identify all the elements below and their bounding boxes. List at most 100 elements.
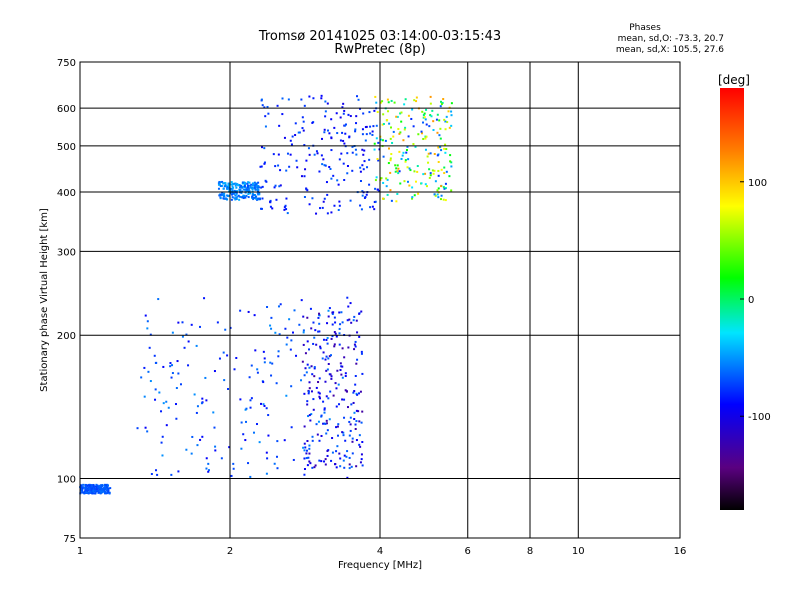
data-point: [330, 137, 333, 140]
data-point: [91, 491, 94, 494]
data-point: [308, 387, 311, 390]
data-point: [384, 139, 387, 142]
data-point: [94, 490, 97, 493]
data-point: [260, 146, 263, 149]
data-point: [100, 491, 103, 494]
data-point: [269, 361, 272, 364]
data-point: [395, 115, 398, 118]
data-point: [238, 184, 241, 187]
data-point: [449, 154, 452, 157]
data-point: [443, 166, 446, 169]
data-point: [440, 194, 443, 197]
data-point: [248, 181, 251, 184]
data-point: [377, 141, 380, 144]
data-point: [389, 189, 392, 192]
data-point: [156, 473, 159, 476]
data-point: [320, 137, 323, 140]
data-point: [225, 185, 228, 188]
data-point: [407, 114, 410, 117]
data-point: [232, 186, 235, 189]
data-point: [420, 130, 423, 133]
data-point: [318, 392, 321, 395]
data-point: [287, 98, 290, 101]
data-point: [355, 392, 358, 395]
data-point: [324, 100, 327, 103]
data-point: [385, 185, 388, 188]
data-point: [338, 452, 341, 455]
data-point: [393, 101, 396, 104]
data-point: [310, 327, 313, 330]
data-point: [351, 452, 354, 455]
data-point: [298, 323, 301, 326]
data-point: [143, 395, 146, 398]
data-point: [360, 352, 363, 355]
data-point: [146, 320, 149, 323]
data-point: [244, 196, 247, 199]
data-point: [220, 457, 223, 460]
data-point: [312, 321, 315, 324]
data-point: [263, 162, 266, 165]
data-point: [230, 181, 233, 184]
data-point: [397, 172, 400, 175]
data-point: [355, 115, 358, 118]
data-point: [326, 322, 329, 325]
data-point: [239, 309, 242, 312]
data-point: [365, 133, 368, 136]
data-point: [226, 185, 229, 188]
data-point: [318, 439, 321, 442]
data-point: [413, 170, 416, 173]
data-point: [415, 100, 418, 103]
data-point: [238, 189, 241, 192]
data-point: [359, 166, 362, 169]
data-point: [353, 418, 356, 421]
data-point: [425, 185, 428, 188]
data-point: [300, 98, 303, 101]
data-point: [422, 137, 425, 140]
data-point: [411, 196, 414, 199]
data-point: [334, 463, 337, 466]
data-point: [288, 165, 291, 168]
data-point: [429, 152, 432, 155]
data-point: [169, 365, 172, 368]
data-point: [228, 194, 231, 197]
data-point: [336, 369, 339, 372]
data-point: [97, 486, 100, 489]
data-point: [354, 423, 357, 426]
data-point: [222, 195, 225, 198]
data-point: [390, 126, 393, 129]
data-point: [358, 420, 361, 423]
data-point: [217, 187, 220, 190]
data-point: [248, 376, 251, 379]
data-point: [300, 379, 303, 382]
data-point: [251, 186, 254, 189]
data-point: [322, 400, 325, 403]
data-point: [444, 151, 447, 154]
data-point: [437, 169, 440, 172]
data-point: [422, 116, 425, 119]
data-point: [355, 122, 358, 125]
data-point: [342, 102, 345, 105]
data-point: [342, 112, 345, 115]
data-point: [336, 434, 339, 437]
data-point: [343, 109, 346, 112]
data-point: [100, 486, 103, 489]
data-point: [267, 112, 270, 115]
data-point: [155, 469, 158, 472]
data-point: [342, 434, 345, 437]
data-point: [347, 113, 350, 116]
data-point: [196, 405, 199, 408]
data-point: [335, 466, 338, 469]
data-point: [449, 160, 452, 163]
data-point: [324, 115, 327, 118]
data-point: [439, 198, 442, 201]
data-point: [254, 188, 257, 191]
data-point: [99, 490, 102, 493]
data-point: [222, 192, 225, 195]
data-point: [329, 373, 332, 376]
data-point: [320, 434, 323, 437]
data-point: [228, 185, 231, 188]
data-point: [308, 444, 311, 447]
data-point: [345, 455, 348, 458]
data-point: [361, 190, 364, 193]
data-point: [187, 340, 190, 343]
